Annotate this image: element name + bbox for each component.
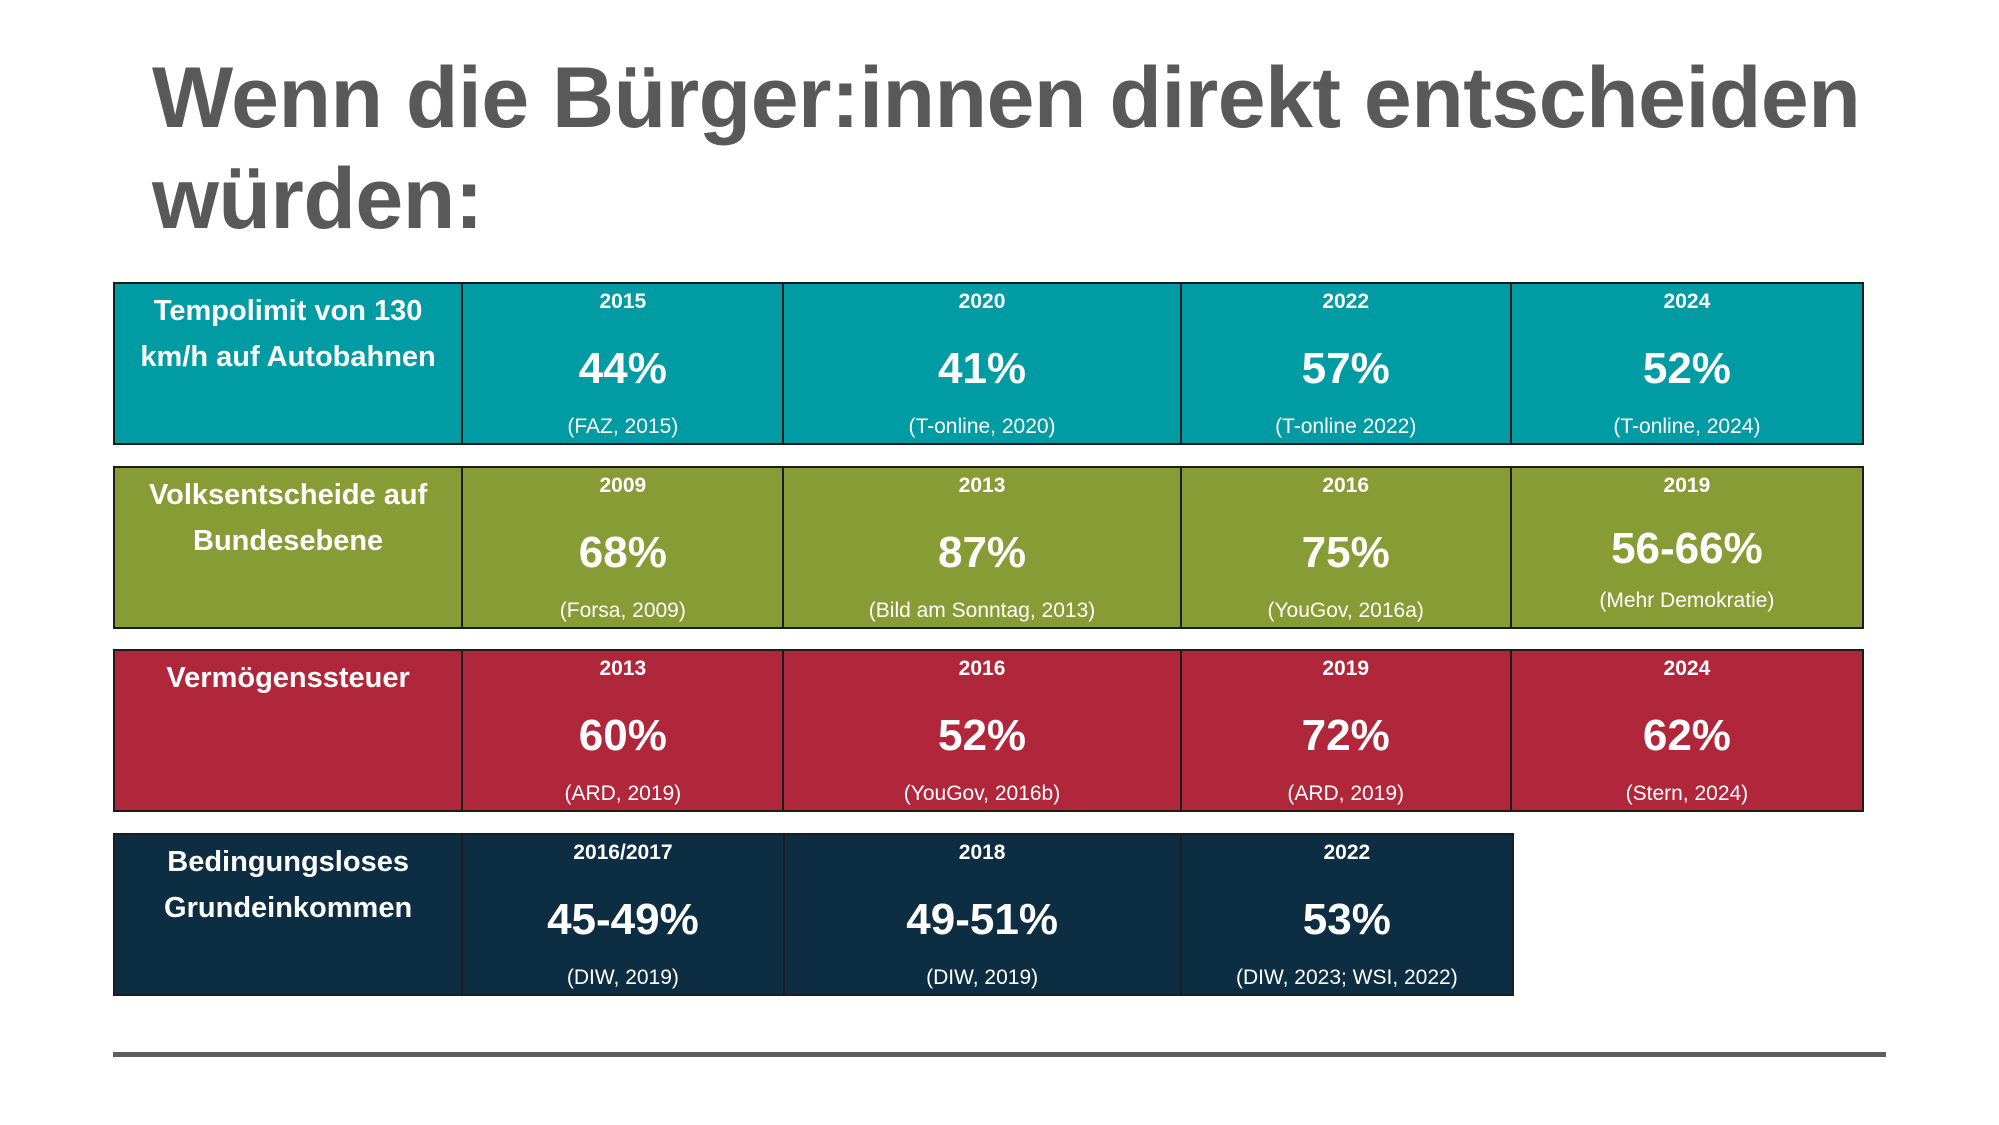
poll-value: 49-51% (906, 895, 1058, 944)
row-label: Volksentscheide auf Bundesebene (148, 479, 428, 557)
poll-value: 87% (937, 528, 1027, 577)
poll-value: 56-66% (1611, 524, 1763, 573)
slide-title: Wenn die Bürger:innen direkt entscheiden… (152, 50, 1861, 247)
poll-cell: 2016 75% (YouGov, 2016a) (1182, 468, 1512, 627)
poll-source: (T-online, 2024) (1613, 415, 1761, 438)
poll-year: 2016/2017 (573, 841, 673, 864)
poll-year: 2019 (1322, 657, 1370, 680)
poll-source: (FAZ, 2015) (567, 415, 679, 438)
table-row-grundeinkommen: Bedingungsloses Grundeinkommen 2016/2017… (113, 833, 1514, 996)
poll-cell: 2024 62% (Stern, 2024) (1512, 651, 1862, 810)
row-label: Tempolimit von 130 km/h auf Autobahnen (140, 295, 436, 373)
footer-divider (113, 1052, 1886, 1057)
poll-cell: 2019 56-66% (Mehr Demokratie) (1512, 468, 1862, 627)
poll-year: 2016 (1322, 474, 1370, 497)
poll-year: 2022 (1323, 841, 1371, 864)
poll-value: 52% (937, 711, 1027, 760)
poll-year: 2016 (958, 657, 1006, 680)
poll-value: 62% (1642, 711, 1731, 760)
poll-value: 68% (578, 528, 667, 577)
poll-cell: 2022 53% (DIW, 2023; WSI, 2022) (1182, 835, 1512, 994)
poll-value: 72% (1301, 711, 1390, 760)
row-label-cell: Tempolimit von 130 km/h auf Autobahnen (115, 284, 464, 443)
poll-cell: 2016 52% (YouGov, 2016b) (784, 651, 1182, 810)
poll-source: (DIW, 2019) (566, 966, 679, 989)
poll-cell: 2020 41% (T-online, 2020) (784, 284, 1182, 443)
poll-source: (ARD, 2019) (564, 782, 682, 805)
poll-source: (T-online, 2020) (908, 415, 1056, 438)
poll-cell: 2009 68% (Forsa, 2009) (463, 468, 785, 627)
poll-cell: 2015 44% (FAZ, 2015) (463, 284, 785, 443)
poll-cell: 2024 52% (T-online, 2024) (1512, 284, 1862, 443)
poll-value: 75% (1301, 528, 1390, 577)
poll-value: 44% (578, 344, 667, 393)
poll-year: 2024 (1663, 657, 1711, 680)
poll-year: 2020 (958, 290, 1006, 313)
poll-year: 2013 (958, 474, 1006, 497)
poll-source: (Forsa, 2009) (559, 599, 686, 622)
poll-source: (DIW, 2023; WSI, 2022) (1235, 966, 1458, 989)
poll-value: 53% (1302, 895, 1391, 944)
poll-cell: 2019 72% (ARD, 2019) (1182, 651, 1512, 810)
poll-source: (T-online 2022) (1275, 415, 1417, 438)
poll-cell: 2018 49-51% (DIW, 2019) (785, 835, 1182, 994)
poll-value: 57% (1301, 344, 1390, 393)
table-row-tempolimit: Tempolimit von 130 km/h auf Autobahnen 2… (113, 282, 1864, 445)
poll-source: (YouGov, 2016b) (903, 782, 1061, 805)
row-label-cell: Bedingungsloses Grundeinkommen (115, 835, 464, 994)
poll-value: 41% (937, 344, 1027, 393)
poll-cell: 2013 87% (Bild am Sonntag, 2013) (784, 468, 1182, 627)
poll-source: (Stern, 2024) (1625, 782, 1749, 805)
poll-value: 45-49% (547, 895, 699, 944)
poll-year: 2015 (599, 290, 647, 313)
row-label: Vermögenssteuer (166, 662, 410, 694)
row-label-cell: Volksentscheide auf Bundesebene (115, 468, 464, 627)
row-label-cell: Vermögenssteuer (115, 651, 464, 810)
poll-source: (Bild am Sonntag, 2013) (868, 599, 1096, 622)
poll-cell: 2022 57% (T-online 2022) (1182, 284, 1512, 443)
poll-value: 60% (578, 711, 667, 760)
poll-year: 2019 (1663, 474, 1711, 497)
poll-source: (YouGov, 2016a) (1267, 599, 1424, 622)
row-label: Bedingungsloses Grundeinkommen (164, 846, 413, 924)
table-row-vermoegenssteuer: Vermögenssteuer 2013 60% (ARD, 2019) 201… (113, 649, 1864, 812)
poll-year: 2013 (599, 657, 647, 680)
poll-value: 52% (1642, 344, 1731, 393)
poll-cell: 2013 60% (ARD, 2019) (463, 651, 785, 810)
poll-source: (DIW, 2019) (926, 966, 1039, 989)
poll-cell: 2016/2017 45-49% (DIW, 2019) (463, 835, 785, 994)
poll-source: (ARD, 2019) (1287, 782, 1405, 805)
poll-year: 2018 (958, 841, 1006, 864)
poll-year: 2009 (599, 474, 647, 497)
poll-year: 2024 (1663, 290, 1711, 313)
table-row-volksentscheide: Volksentscheide auf Bundesebene 2009 68%… (113, 466, 1864, 629)
poll-year: 2022 (1322, 290, 1370, 313)
poll-source: (Mehr Demokratie) (1599, 589, 1775, 612)
